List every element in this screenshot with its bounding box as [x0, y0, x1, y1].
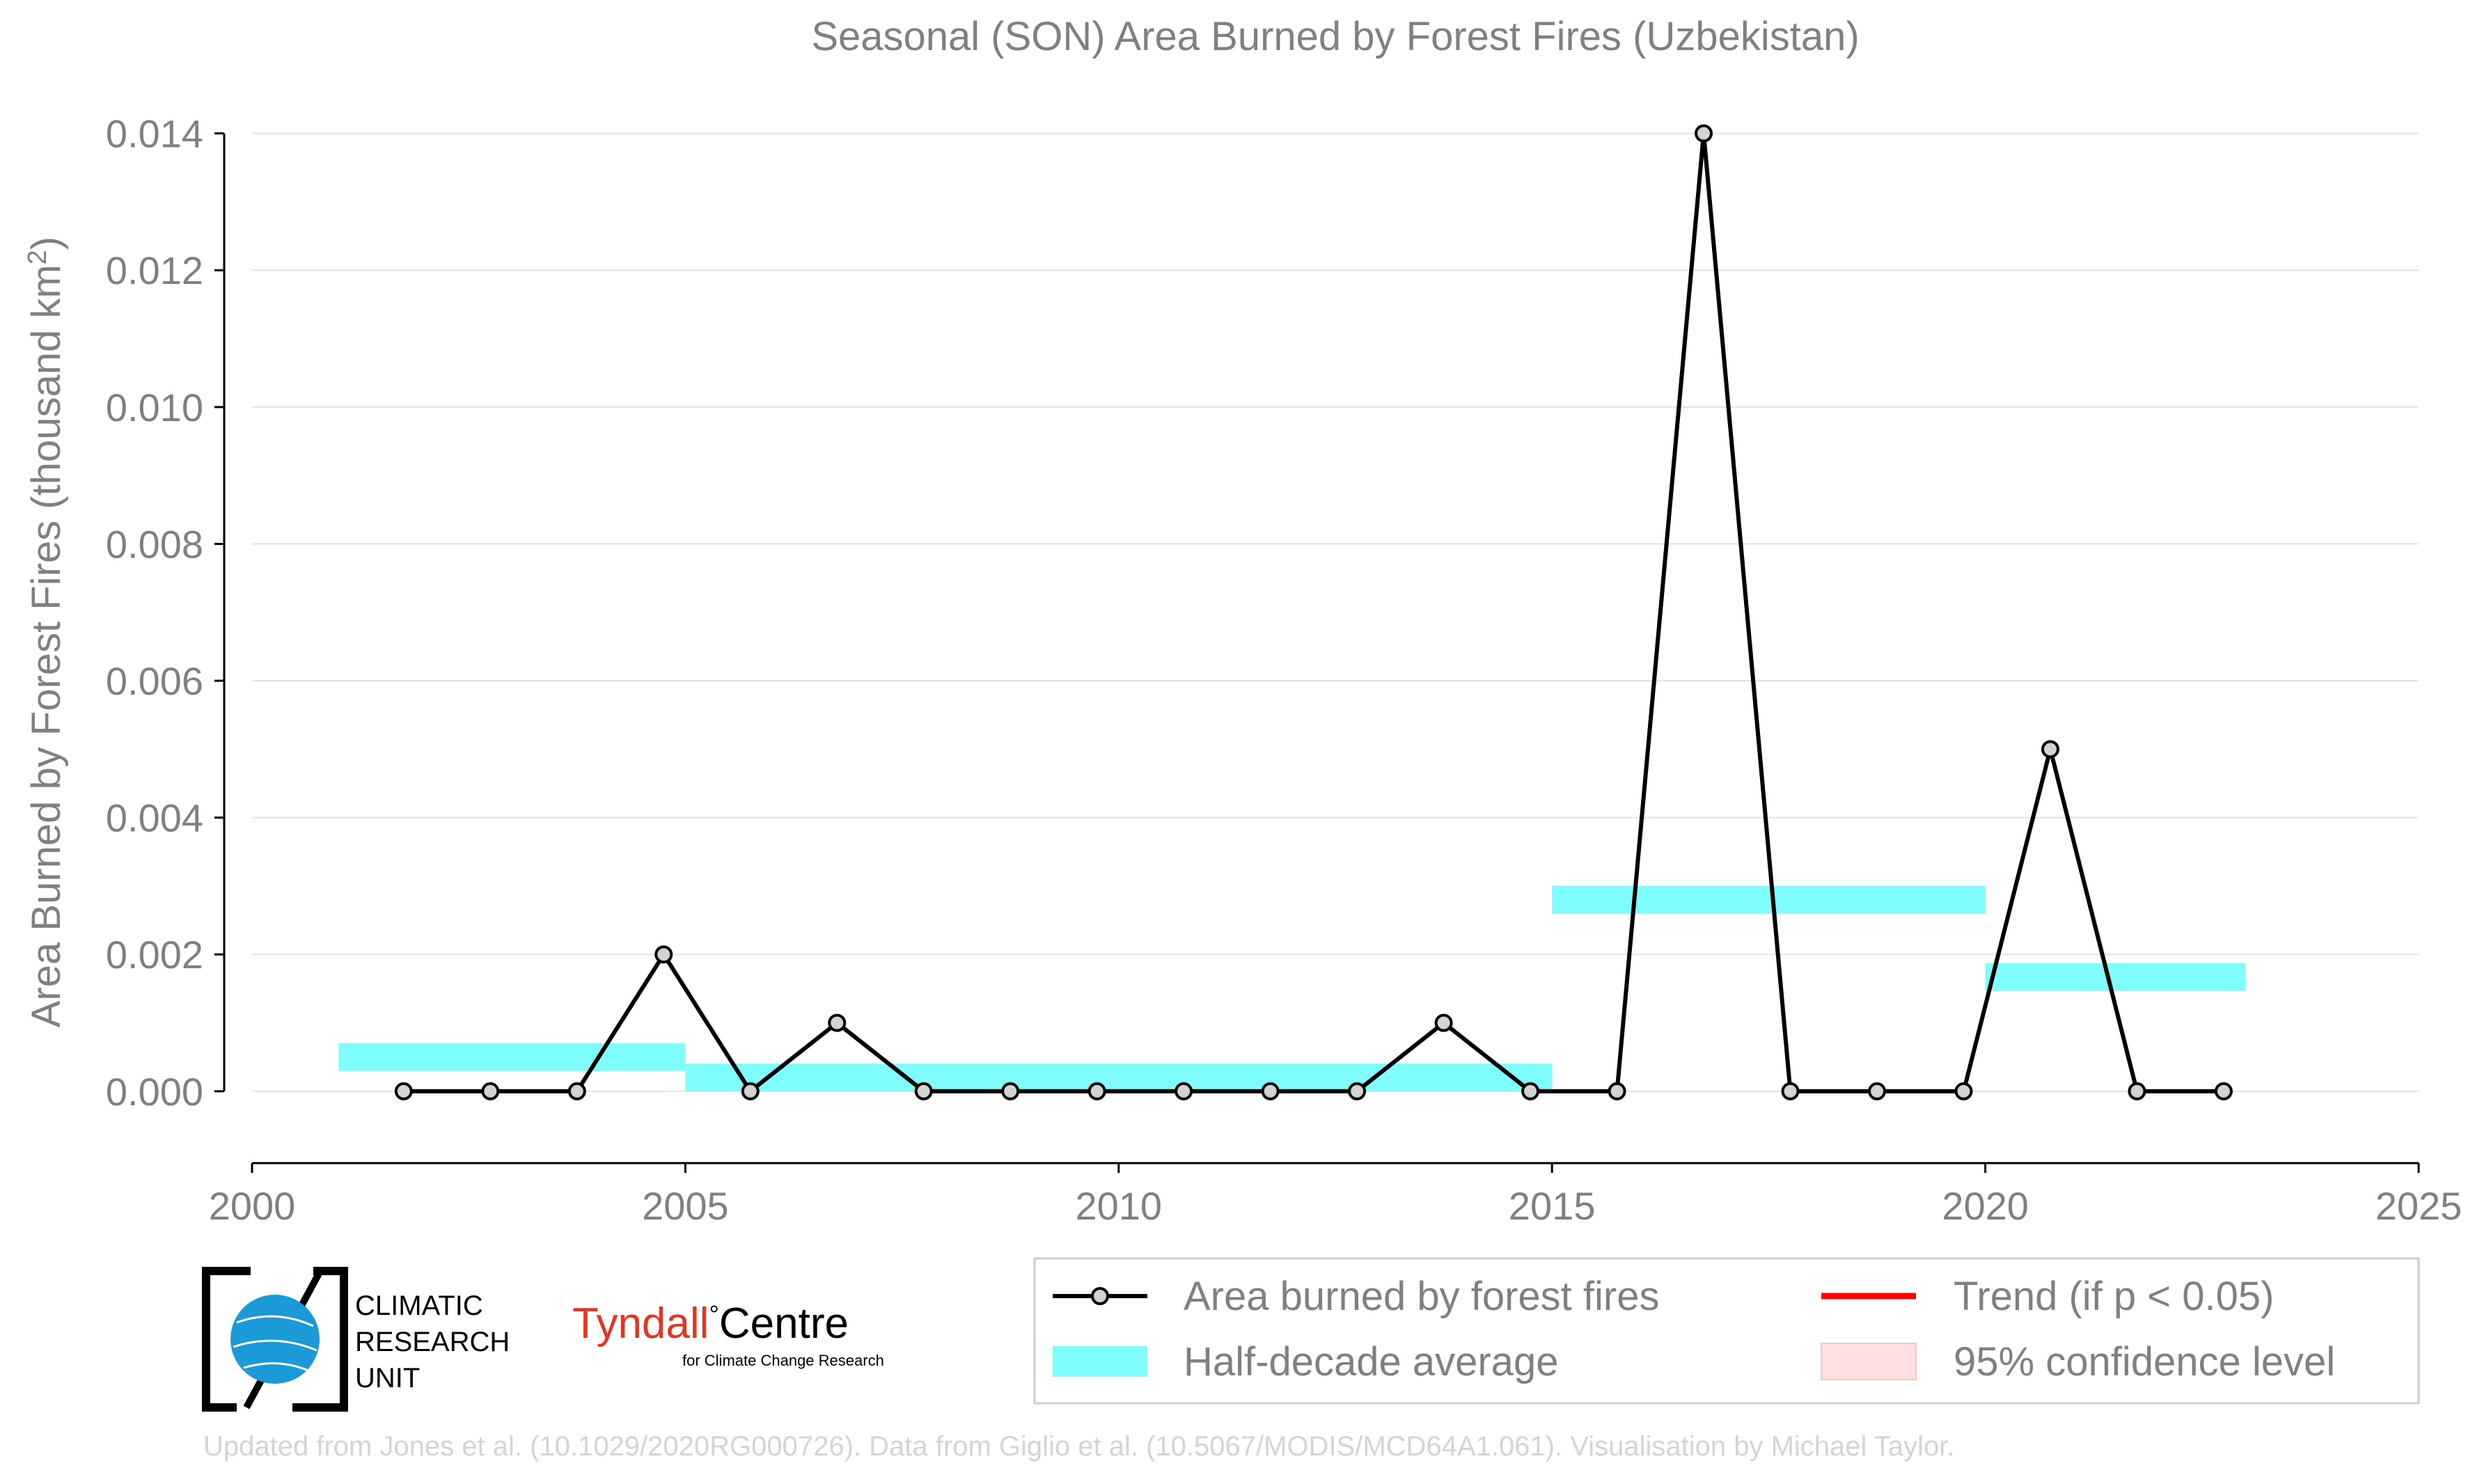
- half-decade-band-0: [338, 1043, 686, 1071]
- chart-title: Seasonal (SON) Area Burned by Forest Fir…: [811, 14, 1859, 59]
- tyndall-subtitle: for Climate Change Research: [682, 1352, 884, 1369]
- data-point-7: [1001, 1082, 1020, 1100]
- cru-line-3: UNIT: [355, 1363, 421, 1394]
- legend-swatch-band: [1053, 1346, 1147, 1377]
- data-point-19: [2041, 740, 2059, 759]
- legend-label-2: Half-decade average: [1184, 1339, 1558, 1384]
- x-tick-label-0: 2000: [209, 1184, 296, 1228]
- cru-line-1: CLIMATIC: [355, 1290, 483, 1321]
- y-tick-label-3: 0.006: [106, 659, 203, 703]
- y-tick-label-4: 0.008: [106, 522, 203, 566]
- legend-label-3: 95% confidence level: [1954, 1339, 2335, 1384]
- half-decade-bands: [338, 885, 2246, 1092]
- tyndall-logo: Tyndall°Centre: [572, 1300, 849, 1348]
- half-decade-band-3: [1985, 963, 2246, 991]
- legend-swatch-confidence: [1821, 1343, 1917, 1380]
- data-point-0: [394, 1082, 413, 1100]
- y-axis-label: Area Burned by Forest Fires (thousand km…: [23, 237, 69, 1028]
- x-tick-label-2: 2010: [1076, 1184, 1163, 1228]
- data-point-15: [1695, 124, 1713, 143]
- data-point-21: [2214, 1082, 2233, 1100]
- credit-line: Updated from Jones et al. (10.1029/2020R…: [203, 1431, 1955, 1462]
- half-decade-band-2: [1552, 885, 1986, 914]
- cru-wordmark: CLIMATIC RESEARCH UNIT: [355, 1288, 510, 1396]
- tyndall-left: Tyndall: [572, 1300, 709, 1348]
- data-point-17: [1868, 1082, 1886, 1100]
- y-tick-label-5: 0.010: [106, 386, 203, 429]
- y-tick-labels: 0.000 0.002 0.004 0.006 0.008 0.010 0.012 0.014: [106, 112, 203, 1114]
- data-point-10: [1261, 1082, 1280, 1100]
- y-tick-label-1: 0.002: [106, 933, 203, 977]
- data-point-18: [1954, 1082, 1973, 1100]
- y-tick-label-7: 0.014: [106, 112, 203, 156]
- data-point-6: [914, 1082, 933, 1100]
- y-tick-label-0: 0.000: [106, 1070, 203, 1114]
- y-tick-label-6: 0.012: [106, 248, 203, 292]
- legend-frame: [1033, 1257, 2420, 1405]
- data-point-20: [2128, 1082, 2146, 1100]
- legend: Area burned by forest fires Trend (if p <…: [1033, 1257, 2420, 1405]
- series-line: [394, 124, 2233, 1100]
- data-point-16: [1781, 1082, 1800, 1100]
- data-point-5: [828, 1013, 847, 1032]
- x-tick-label-3: 2015: [1509, 1184, 1596, 1228]
- y-tick-label-2: 0.004: [106, 796, 203, 840]
- data-point-2: [567, 1082, 586, 1100]
- data-point-11: [1348, 1082, 1367, 1100]
- data-point-13: [1521, 1082, 1540, 1100]
- series-polyline: [403, 131, 2224, 1094]
- tyndall-right: Centre: [718, 1300, 849, 1348]
- data-point-1: [481, 1082, 500, 1100]
- legend-swatch-marker: [1091, 1287, 1109, 1305]
- data-point-3: [654, 945, 673, 964]
- data-point-12: [1434, 1013, 1453, 1032]
- cru-line-2: RESEARCH: [355, 1327, 510, 1357]
- x-tick-label-5: 2025: [2375, 1184, 2463, 1228]
- data-point-14: [1608, 1082, 1626, 1100]
- cru-logo: [202, 1267, 348, 1412]
- grid-lines: [252, 132, 2419, 1092]
- data-point-4: [741, 1082, 760, 1100]
- globe-icon: [230, 1295, 320, 1384]
- data-point-9: [1175, 1082, 1193, 1100]
- x-tick-label-1: 2005: [642, 1184, 729, 1228]
- data-point-8: [1087, 1082, 1106, 1100]
- legend-label-0: Area burned by forest fires: [1184, 1274, 1659, 1319]
- x-tick-label-4: 2020: [1942, 1184, 2029, 1228]
- legend-label-1: Trend (if p < 0.05): [1954, 1274, 2274, 1319]
- axes: [214, 132, 2420, 1173]
- half-decade-band-1: [685, 1064, 1553, 1092]
- x-tick-labels: 2000 2005 2010 2015 2020 2025: [209, 1184, 2463, 1228]
